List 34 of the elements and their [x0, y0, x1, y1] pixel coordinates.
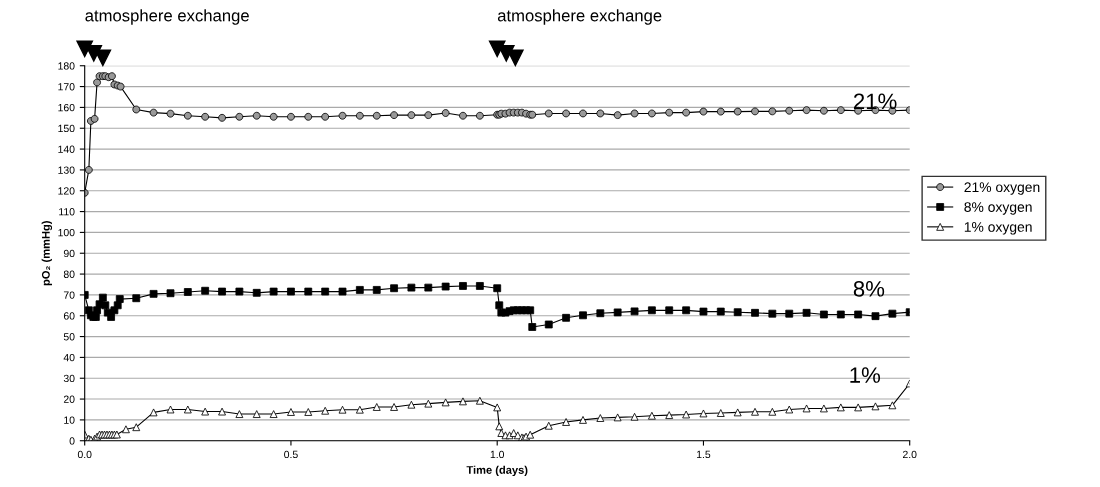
y-tick-label: 50: [63, 333, 75, 341]
y-tick-label: 40: [63, 353, 75, 362]
x-tick-label: 0.5: [284, 450, 298, 459]
annotation: 1%: [850, 367, 881, 383]
annotation: 8%: [853, 280, 885, 297]
legend-label: 21% oxygen: [964, 182, 1040, 195]
y-tick-label: 130: [58, 166, 75, 174]
y-tick-label: 120: [58, 187, 75, 195]
y-tick-label: 10: [64, 416, 75, 424]
y-tick-label: 60: [63, 312, 75, 320]
y-tick-label: 150: [58, 124, 75, 133]
legend-label: 8% oxygen: [964, 202, 1032, 215]
y-tick-label: 110: [59, 208, 75, 216]
y-tick-label: 70: [63, 291, 75, 299]
y-tick-label: 100: [58, 228, 75, 237]
y-tick-label: 30: [63, 374, 75, 383]
legend-label: 1% oxygen: [964, 222, 1032, 235]
y-tick-label: 160: [58, 103, 75, 112]
x-tick-label: 1.5: [697, 450, 711, 459]
y-tick-label: 180: [58, 62, 75, 70]
y-tick-label: 20: [63, 395, 75, 403]
x-axis-title: Time (days): [466, 465, 528, 477]
text: atmosphere exchange: [85, 9, 249, 25]
y-tick-label: 140: [58, 145, 75, 153]
y-tick-label: 90: [63, 249, 75, 258]
y-axis-title: pO₂ (mmHg): [41, 221, 53, 286]
y-tick-label: 170: [58, 83, 75, 91]
y-tick-label: 0: [69, 437, 75, 445]
x-tick-label: 2.0: [902, 450, 917, 459]
x-tick-label: 0.0: [77, 450, 92, 459]
text: atmosphere exchange: [497, 9, 662, 25]
x-tick-label: 1.0: [490, 450, 505, 459]
annotation: 21%: [853, 93, 897, 110]
y-tick-label: 80: [63, 270, 75, 278]
